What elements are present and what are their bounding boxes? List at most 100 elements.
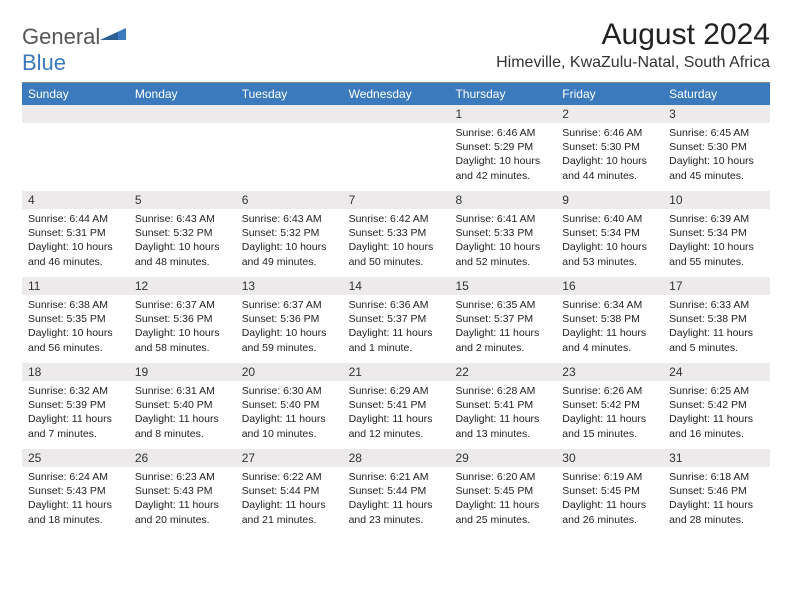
day-number: 12	[129, 277, 236, 295]
day-line: Sunset: 5:35 PM	[28, 312, 123, 326]
day-line: Daylight: 11 hours	[28, 498, 123, 512]
dow-cell: Monday	[129, 83, 236, 105]
day-cell: 16Sunrise: 6:34 AMSunset: 5:38 PMDayligh…	[556, 277, 663, 363]
week-row: 11Sunrise: 6:38 AMSunset: 5:35 PMDayligh…	[22, 277, 770, 363]
day-line: Daylight: 11 hours	[455, 498, 550, 512]
day-line: and 50 minutes.	[349, 255, 444, 269]
day-content: Sunrise: 6:19 AMSunset: 5:45 PMDaylight:…	[556, 467, 663, 533]
day-cell: 14Sunrise: 6:36 AMSunset: 5:37 PMDayligh…	[343, 277, 450, 363]
day-line: Sunrise: 6:24 AM	[28, 470, 123, 484]
day-line: Sunrise: 6:43 AM	[135, 212, 230, 226]
day-cell	[343, 105, 450, 191]
day-line: Sunrise: 6:26 AM	[562, 384, 657, 398]
day-cell: 6Sunrise: 6:43 AMSunset: 5:32 PMDaylight…	[236, 191, 343, 277]
day-content: Sunrise: 6:29 AMSunset: 5:41 PMDaylight:…	[343, 381, 450, 447]
day-line: Daylight: 10 hours	[669, 154, 764, 168]
day-line: Sunrise: 6:32 AM	[28, 384, 123, 398]
day-line: and 18 minutes.	[28, 513, 123, 527]
day-line: and 49 minutes.	[242, 255, 337, 269]
day-content: Sunrise: 6:18 AMSunset: 5:46 PMDaylight:…	[663, 467, 770, 533]
day-content: Sunrise: 6:25 AMSunset: 5:42 PMDaylight:…	[663, 381, 770, 447]
day-cell: 31Sunrise: 6:18 AMSunset: 5:46 PMDayligh…	[663, 449, 770, 535]
day-line: Sunset: 5:36 PM	[242, 312, 337, 326]
day-content: Sunrise: 6:23 AMSunset: 5:43 PMDaylight:…	[129, 467, 236, 533]
day-line: Sunset: 5:39 PM	[28, 398, 123, 412]
day-line: Sunset: 5:43 PM	[28, 484, 123, 498]
day-cell: 7Sunrise: 6:42 AMSunset: 5:33 PMDaylight…	[343, 191, 450, 277]
day-line: and 1 minute.	[349, 341, 444, 355]
day-number	[129, 105, 236, 123]
day-cell: 23Sunrise: 6:26 AMSunset: 5:42 PMDayligh…	[556, 363, 663, 449]
day-of-week-row: SundayMondayTuesdayWednesdayThursdayFrid…	[22, 83, 770, 105]
day-content: Sunrise: 6:46 AMSunset: 5:29 PMDaylight:…	[449, 123, 556, 189]
dow-cell: Wednesday	[343, 83, 450, 105]
day-content: Sunrise: 6:24 AMSunset: 5:43 PMDaylight:…	[22, 467, 129, 533]
day-line: Daylight: 10 hours	[28, 326, 123, 340]
day-line: Daylight: 11 hours	[349, 326, 444, 340]
day-cell: 5Sunrise: 6:43 AMSunset: 5:32 PMDaylight…	[129, 191, 236, 277]
location: Himeville, KwaZulu-Natal, South Africa	[496, 54, 770, 72]
day-number: 29	[449, 449, 556, 467]
day-content: Sunrise: 6:34 AMSunset: 5:38 PMDaylight:…	[556, 295, 663, 361]
day-number: 6	[236, 191, 343, 209]
day-line: Sunrise: 6:36 AM	[349, 298, 444, 312]
day-content	[22, 123, 129, 183]
day-cell: 20Sunrise: 6:30 AMSunset: 5:40 PMDayligh…	[236, 363, 343, 449]
day-number: 16	[556, 277, 663, 295]
day-content: Sunrise: 6:31 AMSunset: 5:40 PMDaylight:…	[129, 381, 236, 447]
week-row: 1Sunrise: 6:46 AMSunset: 5:29 PMDaylight…	[22, 105, 770, 191]
day-line: Daylight: 10 hours	[349, 240, 444, 254]
day-line: Sunrise: 6:46 AM	[455, 126, 550, 140]
title-block: August 2024 Himeville, KwaZulu-Natal, So…	[496, 18, 770, 72]
day-line: Sunset: 5:43 PM	[135, 484, 230, 498]
day-cell: 21Sunrise: 6:29 AMSunset: 5:41 PMDayligh…	[343, 363, 450, 449]
day-number: 24	[663, 363, 770, 381]
day-cell: 22Sunrise: 6:28 AMSunset: 5:41 PMDayligh…	[449, 363, 556, 449]
day-line: and 28 minutes.	[669, 513, 764, 527]
day-line: Sunset: 5:33 PM	[349, 226, 444, 240]
day-content: Sunrise: 6:38 AMSunset: 5:35 PMDaylight:…	[22, 295, 129, 361]
day-content: Sunrise: 6:26 AMSunset: 5:42 PMDaylight:…	[556, 381, 663, 447]
logo-text-blue: Blue	[22, 50, 66, 75]
day-line: Sunset: 5:30 PM	[562, 140, 657, 154]
day-cell: 11Sunrise: 6:38 AMSunset: 5:35 PMDayligh…	[22, 277, 129, 363]
dow-cell: Thursday	[449, 83, 556, 105]
day-content	[236, 123, 343, 183]
day-number: 17	[663, 277, 770, 295]
header: General Blue August 2024 Himeville, KwaZ…	[22, 18, 770, 76]
day-line: and 12 minutes.	[349, 427, 444, 441]
day-number: 22	[449, 363, 556, 381]
day-line: Sunset: 5:38 PM	[562, 312, 657, 326]
day-line: and 8 minutes.	[135, 427, 230, 441]
day-content: Sunrise: 6:30 AMSunset: 5:40 PMDaylight:…	[236, 381, 343, 447]
day-line: Sunset: 5:34 PM	[669, 226, 764, 240]
day-number: 14	[343, 277, 450, 295]
day-line: Sunrise: 6:21 AM	[349, 470, 444, 484]
day-content: Sunrise: 6:45 AMSunset: 5:30 PMDaylight:…	[663, 123, 770, 189]
day-line: Sunset: 5:41 PM	[455, 398, 550, 412]
day-number: 28	[343, 449, 450, 467]
day-cell: 3Sunrise: 6:45 AMSunset: 5:30 PMDaylight…	[663, 105, 770, 191]
logo: General Blue	[22, 24, 126, 76]
week-row: 18Sunrise: 6:32 AMSunset: 5:39 PMDayligh…	[22, 363, 770, 449]
day-line: Sunrise: 6:18 AM	[669, 470, 764, 484]
day-line: and 55 minutes.	[669, 255, 764, 269]
day-content: Sunrise: 6:41 AMSunset: 5:33 PMDaylight:…	[449, 209, 556, 275]
day-cell: 8Sunrise: 6:41 AMSunset: 5:33 PMDaylight…	[449, 191, 556, 277]
day-number: 13	[236, 277, 343, 295]
day-cell: 4Sunrise: 6:44 AMSunset: 5:31 PMDaylight…	[22, 191, 129, 277]
day-cell: 18Sunrise: 6:32 AMSunset: 5:39 PMDayligh…	[22, 363, 129, 449]
day-line: and 59 minutes.	[242, 341, 337, 355]
day-cell	[22, 105, 129, 191]
day-number: 27	[236, 449, 343, 467]
day-content: Sunrise: 6:21 AMSunset: 5:44 PMDaylight:…	[343, 467, 450, 533]
day-line: Sunrise: 6:28 AM	[455, 384, 550, 398]
day-line: Sunrise: 6:38 AM	[28, 298, 123, 312]
day-line: Daylight: 10 hours	[242, 326, 337, 340]
logo-text: General Blue	[22, 24, 126, 76]
dow-cell: Sunday	[22, 83, 129, 105]
day-line: Sunset: 5:42 PM	[669, 398, 764, 412]
day-line: Daylight: 11 hours	[455, 326, 550, 340]
day-cell: 12Sunrise: 6:37 AMSunset: 5:36 PMDayligh…	[129, 277, 236, 363]
day-line: Daylight: 11 hours	[135, 498, 230, 512]
